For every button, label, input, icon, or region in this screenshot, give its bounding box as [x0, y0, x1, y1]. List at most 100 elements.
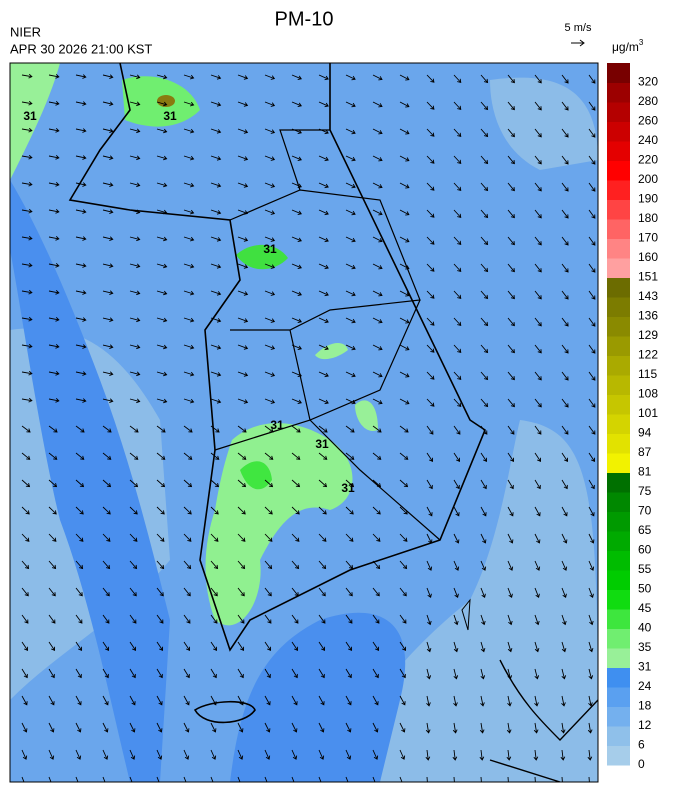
pm-hotspot [157, 95, 175, 107]
wind-arrow [426, 209, 435, 218]
wind-arrow [507, 209, 515, 219]
colorbar-segment [607, 667, 630, 688]
wind-arrow [399, 452, 409, 460]
wind-arrow [156, 506, 165, 515]
wind-arrow [102, 371, 114, 377]
pm-area [10, 180, 170, 782]
wind-arrow [453, 587, 459, 599]
wind-arrow [21, 343, 33, 349]
wind-arrow [425, 749, 431, 761]
wind-arrow [426, 425, 434, 435]
wind-arrow [318, 668, 325, 679]
wind-arrow [480, 371, 489, 381]
wind-arrow [237, 371, 249, 377]
pm-area [355, 400, 378, 431]
wind-arrow [480, 182, 489, 192]
wind-arrow [291, 344, 302, 350]
wind-arrow [399, 641, 407, 651]
colorbar-label: 220 [638, 153, 658, 167]
colorbar-segment [607, 375, 630, 395]
pm-area [240, 461, 272, 490]
wind-arrow [588, 506, 595, 517]
wind-arrow [534, 155, 542, 165]
wind-arrow [399, 533, 408, 542]
wind-arrow [426, 290, 435, 299]
wind-arrow [480, 425, 488, 435]
unit-superscript: 3 [639, 38, 644, 47]
wind-arrow [480, 74, 489, 84]
contour-label: 31 [23, 109, 37, 123]
wind-arrow [345, 749, 352, 760]
wind-arrow [129, 398, 141, 404]
wind-arrow [534, 101, 542, 111]
wind-arrow [102, 182, 114, 188]
sea-light [490, 77, 598, 170]
colorbar-segment [607, 238, 630, 259]
wind-arrow [129, 317, 141, 323]
wind-arrow [75, 344, 87, 349]
wind-arrow [210, 560, 219, 570]
colorbar-label: 190 [638, 192, 658, 206]
wind-arrow [156, 344, 168, 350]
wind-arrow [237, 398, 249, 404]
wind-arrow [291, 371, 302, 377]
wind-arrow [264, 506, 273, 515]
wind-arrow [561, 560, 568, 571]
wind-arrow [561, 344, 569, 354]
wind-arrow [534, 668, 540, 680]
wind-arrow [399, 722, 406, 733]
wind-arrow [345, 533, 354, 542]
wind-arrow [345, 74, 356, 81]
colorbar-label: 151 [638, 270, 658, 284]
wind-arrow [318, 128, 329, 135]
colorbar-label: 108 [638, 387, 658, 401]
wind-arrow [210, 209, 222, 215]
wind-arrow [318, 425, 328, 433]
wind-arrow [399, 290, 410, 297]
wind-arrow [129, 452, 139, 460]
wind-arrow [561, 74, 569, 84]
wind-arrow [588, 74, 596, 84]
wind-arrow [561, 533, 568, 544]
wind-arrow [561, 209, 569, 219]
wind-arrow [426, 641, 432, 653]
wind-arrow [534, 317, 542, 327]
wind-arrow [561, 425, 569, 435]
wind-arrow [588, 533, 595, 544]
wind-arrow [372, 479, 382, 488]
wind-arrow [588, 344, 596, 354]
wind-arrow [399, 398, 410, 405]
colorbar-segment [607, 648, 630, 668]
wind-arrow [453, 425, 461, 435]
colorbar-label: 260 [638, 114, 658, 128]
colorbar-segment [607, 609, 630, 629]
colorbar-segment [607, 550, 630, 571]
wind-arrow [48, 614, 56, 624]
colorbar-label: 136 [638, 309, 658, 323]
wind-arrow [237, 344, 249, 350]
wind-arrow [372, 425, 382, 433]
wind-arrow [480, 263, 489, 273]
wind-arrow [237, 317, 249, 323]
wind-arrow [102, 209, 114, 215]
wind-arrow [345, 371, 356, 378]
wind-arrow [534, 182, 542, 192]
wind-arrow [75, 425, 85, 433]
wind-arrow [372, 560, 381, 570]
colorbar-segment [607, 745, 630, 766]
wind-arrow [399, 101, 410, 108]
wind-arrow [588, 452, 595, 462]
wind-arrow [48, 101, 60, 106]
wind-arrow [588, 479, 595, 490]
wind-arrow [129, 182, 141, 188]
wind-arrow [48, 317, 60, 322]
wind-arrow [264, 128, 276, 134]
wind-arrow [372, 506, 381, 515]
wind-arrow [264, 533, 273, 542]
wind-arrow [102, 560, 111, 570]
wind-arrow [183, 209, 195, 215]
wind-arrow [75, 668, 82, 679]
wind-arrow [156, 101, 168, 107]
colorbar-label: 0 [638, 757, 645, 771]
wind-arrow [21, 722, 28, 733]
